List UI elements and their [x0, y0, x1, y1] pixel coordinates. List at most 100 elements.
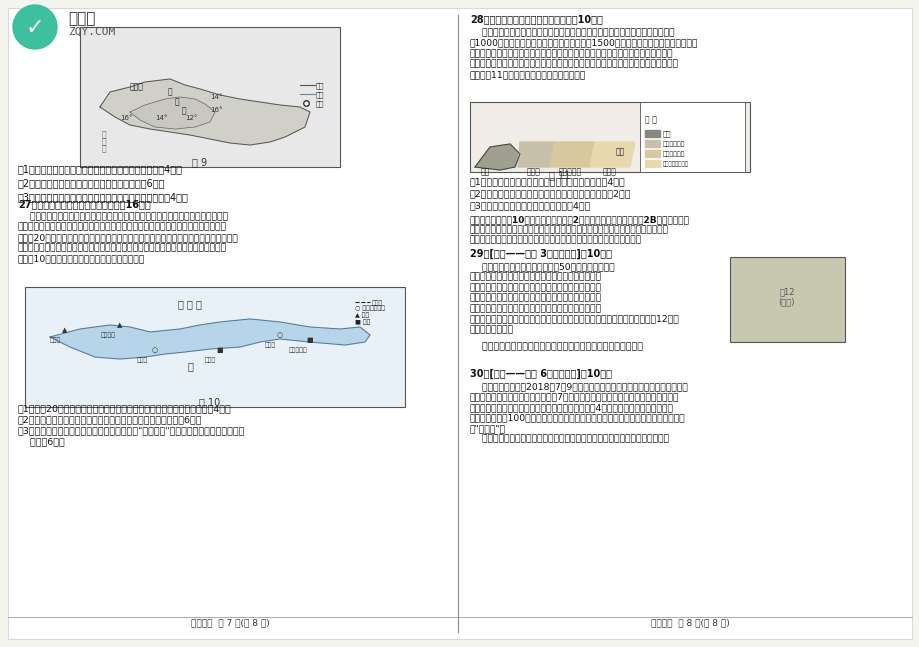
Bar	[25, 287, 404, 407]
Text: 砾碳质沉积物: 砾碳质沉积物	[663, 141, 685, 147]
Text: ○: ○	[277, 332, 283, 338]
Text: 推断波罗的海缺氧海域迅速扩大的人为原因以及缺氧海域对海洋生物的危害。: 推断波罗的海缺氧海域迅速扩大的人为原因以及缺氧海域对海洋生物的危害。	[470, 435, 668, 443]
Text: 河流: 河流	[315, 92, 324, 98]
Text: 芝加哥: 芝加哥	[136, 357, 147, 363]
Text: 河南是黄河发源鄂岭，南至古门关，夹于祁连山和合黎山、龙首山之间，东西长: 河南是黄河发源鄂岭，南至古门关，夹于祁连山和合黎山、龙首山之间，东西长	[470, 28, 674, 37]
Text: 中的缺氧海域迅速扩大，总面积已达7万平方米。科学家对从鲸岛海（波罗的海的一部: 中的缺氧海域迅速扩大，总面积已达7万平方米。科学家对从鲸岛海（波罗的海的一部	[470, 393, 678, 402]
Text: 投入，先进的生产技术和管理经验得到广泛应用，乡村面貌得到显著改变。图12示意: 投入，先进的生产技术和管理经验得到广泛应用，乡村面貌得到显著改变。图12示意	[470, 314, 679, 324]
Text: ○: ○	[152, 347, 158, 353]
Text: 在国际上闻出了名气，一年一度的罗平国际油菜花文化: 在国际上闻出了名气，一年一度的罗平国际油菜花文化	[470, 272, 601, 281]
Text: 砂、细砂质沉积物: 砂、细砂质沉积物	[663, 161, 688, 167]
Polygon shape	[517, 142, 554, 167]
Text: 美国工业锈带横跨美国东北部，包括五大湖区以及中西部的一些州，曾经以煤炭、: 美国工业锈带横跨美国东北部，包括五大湖区以及中西部的一些州，曾经以煤炭、	[18, 212, 228, 221]
Text: ■ 煤矿: ■ 煤矿	[355, 320, 370, 325]
Text: 地理试题  第 7 页(共 8 页): 地理试题 第 7 页(共 8 页)	[190, 618, 269, 627]
Text: 西: 西	[102, 137, 107, 146]
Text: ▲: ▲	[118, 322, 122, 328]
Polygon shape	[644, 160, 659, 167]
Text: 法国（欧洲时报）2018年7月9日报道称，德国萨兰科学家日前表示，波罗的海: 法国（欧洲时报）2018年7月9日报道称，德国萨兰科学家日前表示，波罗的海	[470, 382, 687, 391]
Text: 加: 加	[175, 97, 179, 106]
Text: 14°: 14°	[154, 115, 167, 121]
Text: 16°: 16°	[119, 115, 132, 121]
Text: 平。图10示意美国五大湖区工业城市和资源分布。: 平。图10示意美国五大湖区工业城市和资源分布。	[18, 254, 145, 263]
Text: （1）分析塞内加尔花生种植业发展的有利自然条件。（4分）: （1）分析塞内加尔花生种植业发展的有利自然条件。（4分）	[18, 164, 183, 174]
Text: 山地: 山地	[480, 167, 489, 176]
Text: 布法罗: 布法罗	[264, 342, 276, 348]
Text: 山地: 山地	[315, 83, 324, 89]
Text: ○ 主要工业城市: ○ 主要工业城市	[355, 305, 384, 311]
Text: 达喀尔: 达喀尔	[130, 82, 143, 91]
Text: 了大量外出务工人员的回流，也吸纳了大量域外资金的: 了大量外出务工人员的回流，也吸纳了大量域外资金的	[470, 304, 601, 313]
Text: 扇缘: 扇缘	[615, 147, 624, 156]
Text: （1）分析20世纪中期以来，美国工业锈带由辉煌走向衰落的主要原因。（4分）: （1）分析20世纪中期以来，美国工业锈带由辉煌走向衰落的主要原因。（4分）	[18, 404, 232, 413]
Text: ▲: ▲	[62, 327, 68, 333]
Text: 图 例: 图 例	[644, 115, 656, 124]
Text: （3）分析河西走廊绿洲的形成条件。（4分）: （3）分析河西走廊绿洲的形成条件。（4分）	[470, 201, 591, 210]
Text: （3）请为塞内加尔花生种植业的进一步发展提出建议。（4分）: （3）请为塞内加尔花生种植业的进一步发展提出建议。（4分）	[18, 192, 188, 202]
Text: 罗平县的油菜园。: 罗平县的油菜园。	[470, 325, 514, 334]
Text: 漫漫长路。目前，工业锈带城市正经历着历史性复兴，经济增长速度远高于全国平均水: 漫漫长路。目前，工业锈带城市正经历着历史性复兴，经济增长速度远高于全国平均水	[18, 243, 227, 252]
Text: 然的地下水库，扇缘地带泉水涌流，形成泉水等。在这里，人们建设了一片片绿洲和城: 然的地下水库，扇缘地带泉水涌流，形成泉水等。在这里，人们建设了一片片绿洲和城	[470, 60, 678, 69]
Bar	[640, 102, 744, 172]
Text: 国界线: 国界线	[371, 300, 383, 306]
Text: 克利夫兰: 克利夫兰	[100, 333, 116, 338]
Text: 洋: 洋	[102, 144, 107, 153]
Text: 市等。图11示意祁连山山前洪积冲积扇剖面。: 市等。图11示意祁连山山前洪积冲积扇剖面。	[470, 70, 585, 79]
Text: 内: 内	[168, 87, 173, 96]
Polygon shape	[589, 142, 634, 167]
Text: 约1000千米，南北宽数千米至近百千米，海拔1500米左右。支离两侧山地河流搬运下: 约1000千米，南北宽数千米至近百千米，海拔1500米左右。支离两侧山地河流搬运…	[470, 39, 698, 47]
Text: （2）说明塞内加尔高度依赖花生产业的弊端。（6分）: （2）说明塞内加尔高度依赖花生产业的弊端。（6分）	[18, 178, 165, 188]
Text: （2）指出为了历史性的复兴，美国工业锈带采取的有利措施。（6分）: （2）指出为了历史性的复兴，美国工业锈带采取的有利措施。（6分）	[18, 415, 202, 424]
Text: 泥砂质沉积物: 泥砂质沉积物	[663, 151, 685, 157]
Text: ■: ■	[306, 337, 313, 343]
Text: 图 10: 图 10	[199, 397, 221, 407]
Bar	[729, 257, 844, 342]
Text: 圣弗伦斯顿: 圣弗伦斯顿	[289, 347, 307, 353]
Text: 12°: 12°	[185, 115, 198, 121]
Text: 29．[地理——选修 3：旅游地理]（10分）: 29．[地理——选修 3：旅游地理]（10分）	[470, 249, 611, 259]
Polygon shape	[644, 150, 659, 157]
Text: 来的物质堆积在山前，形成相互毗连的山前洪积冲积扇草原。洪积冲积扇成为一层天: 来的物质堆积在山前，形成相互毗连的山前洪积冲积扇草原。洪积冲积扇成为一层天	[470, 49, 673, 58]
Text: 底特律: 底特律	[50, 337, 61, 343]
Text: 美: 美	[187, 361, 193, 371]
Text: 图 9: 图 9	[192, 157, 208, 167]
Text: 致，在答题卡选答区域指定位置答题。如果多做，则按所做第一题计分。: 致，在答题卡选答区域指定位置答题。如果多做，则按所做第一题计分。	[470, 235, 641, 244]
Text: 28．阅读图文资料，完成下列要求。（10分）: 28．阅读图文资料，完成下列要求。（10分）	[470, 14, 602, 24]
Text: 钢铁和汽车工业为主，是美国立国的基石，主要工业中心城市有匹兹堡、底特律、布法: 钢铁和汽车工业为主，是美国立国的基石，主要工业中心城市有匹兹堡、底特律、布法	[18, 223, 227, 232]
Text: 加 拿 大: 加 拿 大	[178, 299, 201, 309]
Text: 大: 大	[102, 130, 107, 139]
Text: ✓: ✓	[26, 18, 44, 38]
Text: 上将所选题目对应题号后的方框涂黑。注意所做题目的题号必须与所涂题目的题号一: 上将所选题目对应题号后的方框涂黑。注意所做题目的题号必须与所涂题目的题号一	[470, 225, 668, 234]
Text: （1）分析洪积冲积扇被称为地下水库的主要原因。（4分）: （1）分析洪积冲积扇被称为地下水库的主要原因。（4分）	[470, 177, 625, 186]
Bar	[80, 27, 340, 167]
Text: 图12
(图片): 图12 (图片)	[777, 287, 794, 307]
Text: 冲积扇: 冲积扇	[603, 167, 617, 176]
Text: 阐述罗平县休闲农业和乡村旅游业对乡村面貌改善的积极影响。: 阐述罗平县休闲农业和乡村旅游业对乡村面貌改善的积极影响。	[470, 342, 642, 351]
Text: ZQY.COM: ZQY.COM	[68, 27, 115, 37]
Polygon shape	[130, 97, 215, 129]
Polygon shape	[50, 319, 369, 359]
Text: 旅游节，成为面向全国、走向世界的体闲农业观光旅游: 旅游节，成为面向全国、走向世界的体闲农业观光旅游	[470, 283, 601, 292]
Text: 地理试题  第 8 页(共 8 页): 地理试题 第 8 页(共 8 页)	[650, 618, 729, 627]
Text: 因。（6分）: 因。（6分）	[18, 437, 64, 446]
Polygon shape	[644, 130, 659, 137]
Text: 分，位于波的尼亚湾与萨生湾之间）底部提取的而块4米泥积岩心进行了分析并得出: 分，位于波的尼亚湾与萨生湾之间）底部提取的而块4米泥积岩心进行了分析并得出	[470, 403, 673, 412]
Text: 洪积扇: 洪积扇	[527, 167, 540, 176]
Text: 正确云: 正确云	[68, 12, 96, 27]
Polygon shape	[474, 144, 519, 170]
Text: （3）在振兴工业锈带的进程中，美国曾经走过"去工业化"弯路，效果不佳。试说明其原: （3）在振兴工业锈带的进程中，美国曾经走过"去工业化"弯路，效果不佳。试说明其原	[18, 426, 245, 435]
Text: 罗等。20世纪中期以来，制造业向东南部转移，自动化升级，工业锈带步入衰败、凋落的: 罗等。20世纪中期以来，制造业向东南部转移，自动化升级，工业锈带步入衰败、凋落的	[18, 233, 239, 242]
Text: ▲ 铁矿: ▲ 铁矿	[355, 313, 369, 318]
Text: ■: ■	[217, 347, 223, 353]
Polygon shape	[550, 142, 595, 167]
Text: （二）选考题：共10分。请考生从给出的2道题中任选一题做答，并用2B铅笔在答题卡: （二）选考题：共10分。请考生从给出的2道题中任选一题做答，并用2B铅笔在答题卡	[470, 215, 689, 224]
Polygon shape	[100, 79, 310, 145]
Polygon shape	[644, 140, 659, 147]
Text: 14°: 14°	[210, 94, 222, 100]
Text: 尔: 尔	[182, 106, 187, 115]
Circle shape	[13, 5, 57, 49]
Text: 岩层: 岩层	[663, 131, 671, 137]
Text: 30．[地理——选修 6：环境保护]（10分）: 30．[地理——选修 6：环境保护]（10分）	[470, 369, 611, 379]
Text: 首都: 首都	[315, 101, 324, 107]
Text: 洪积冲积扇: 洪积冲积扇	[558, 167, 581, 176]
